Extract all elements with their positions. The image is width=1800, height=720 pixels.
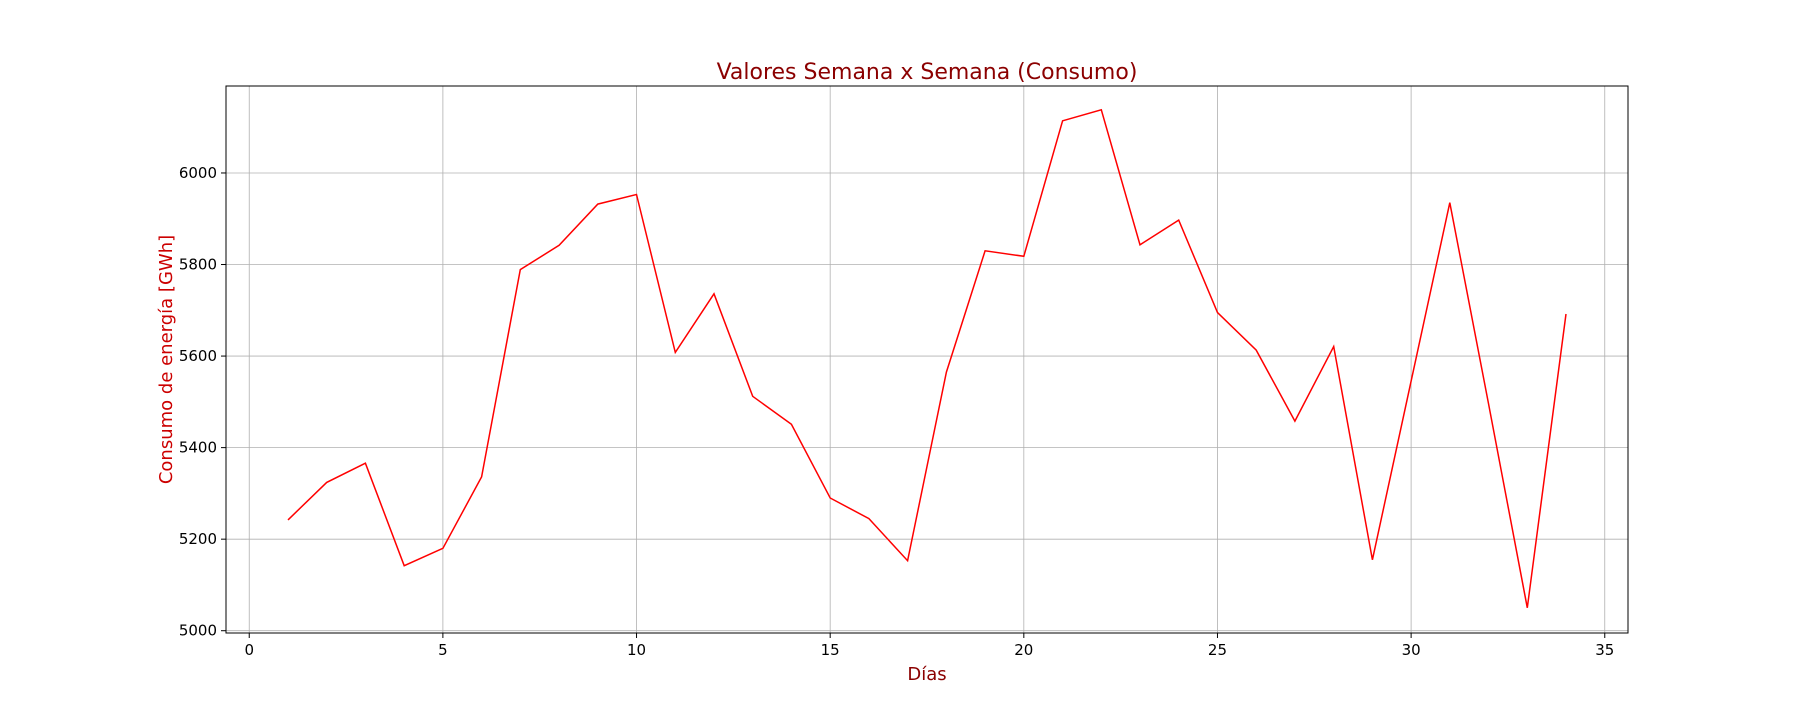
axis-ticks: 0 5 10 15 20 25 30 35 5000 5200 5400 5600 5800 6000 xyxy=(179,164,1614,659)
y-tick-label: 5400 xyxy=(179,439,217,457)
x-tick-label: 15 xyxy=(821,641,840,659)
x-tick-label: 5 xyxy=(438,641,448,659)
x-tick-label: 0 xyxy=(244,641,254,659)
y-tick-label: 5000 xyxy=(179,622,217,640)
plot-area xyxy=(225,85,1629,634)
y-tick-label: 6000 xyxy=(179,164,217,182)
x-tick-label: 35 xyxy=(1595,641,1614,659)
y-axis-label: Consumo de energía [GWh] xyxy=(156,235,177,484)
x-tick-label: 20 xyxy=(1014,641,1033,659)
y-tick-label: 5600 xyxy=(179,347,217,365)
x-tick-label: 30 xyxy=(1402,641,1421,659)
x-axis-label: Días xyxy=(907,664,946,685)
chart-title: Valores Semana x Semana (Consumo) xyxy=(717,60,1138,85)
grid xyxy=(226,86,1628,633)
y-tick-label: 5200 xyxy=(179,530,217,548)
x-tick-label: 25 xyxy=(1208,641,1227,659)
series-line xyxy=(287,108,1567,608)
x-tick-label: 10 xyxy=(627,641,646,659)
y-tick-label: 5800 xyxy=(179,256,217,274)
